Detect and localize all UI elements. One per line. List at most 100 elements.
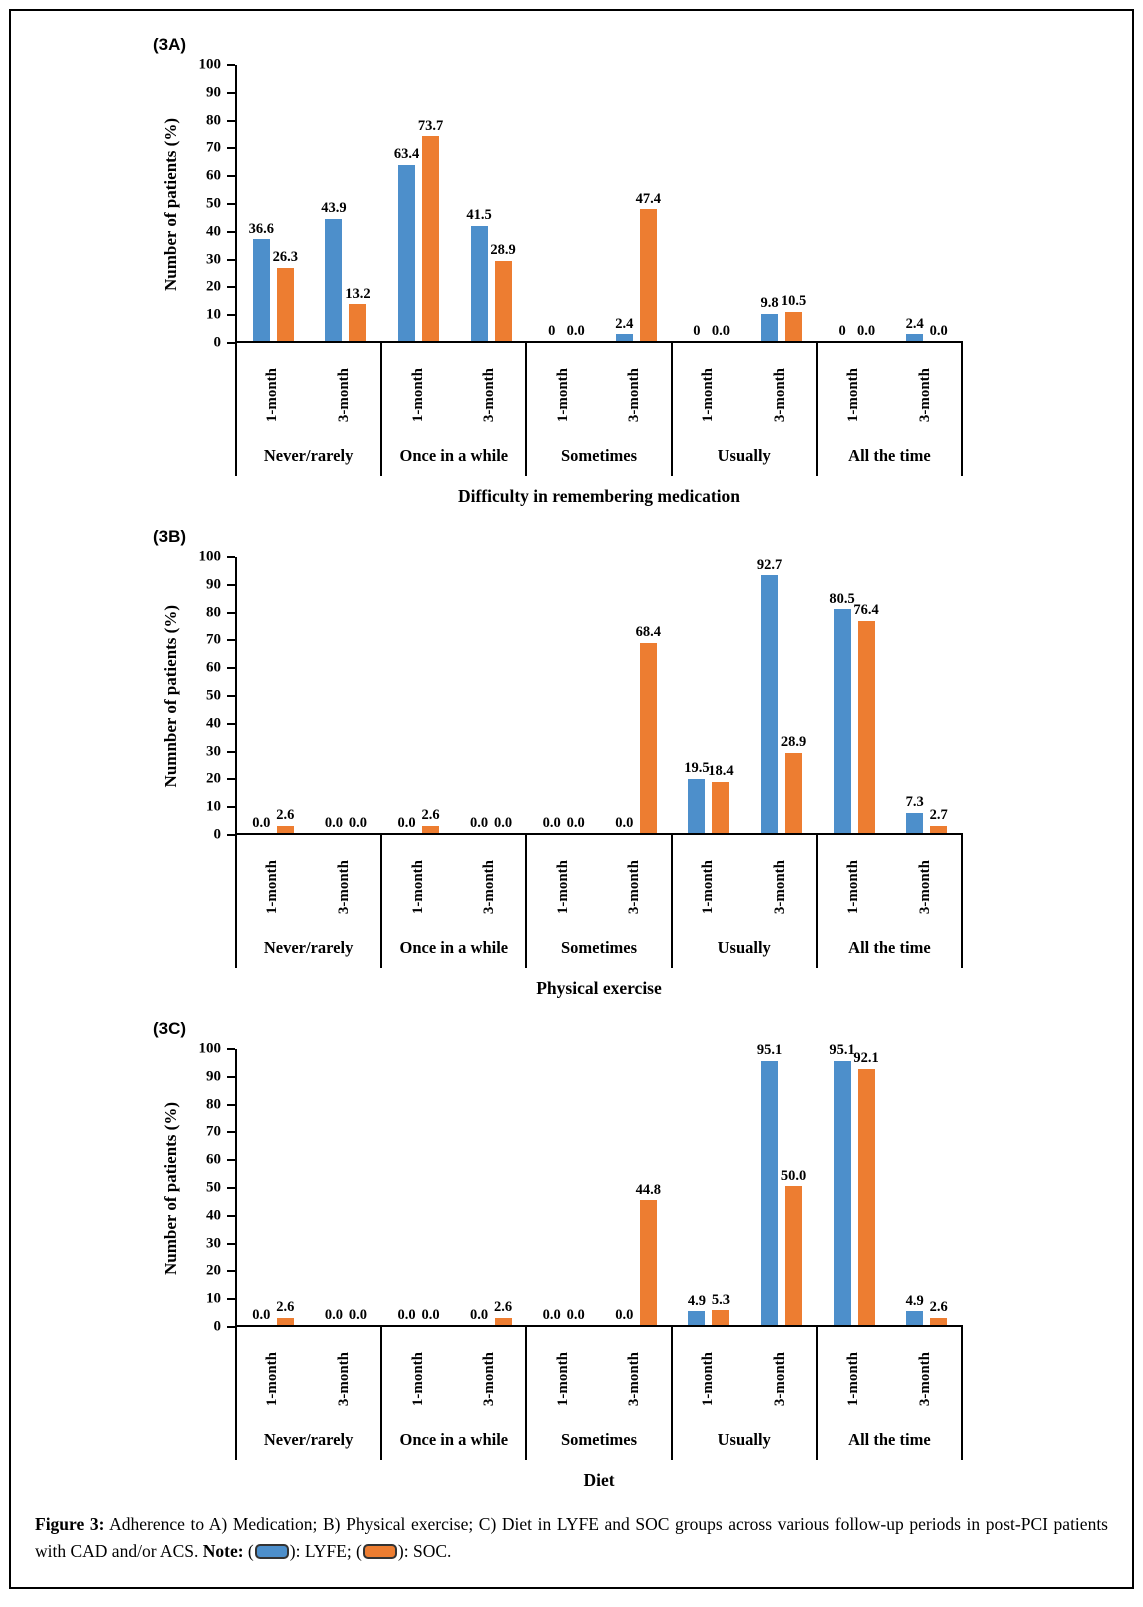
y-tick-mark [227,611,235,614]
bar-value-label: 2.6 [929,1299,948,1316]
period-label: 1-month [699,859,716,915]
period-cell: 3-month [309,839,381,935]
bar-value-label: 28.9 [780,734,807,751]
bar-value-label: 4.9 [905,1292,924,1309]
bar-group: 92.7 28.9 [745,557,818,833]
y-tick-label: 100 [198,548,222,565]
period-label: 1-month [845,859,862,915]
category-cell: 1-month 3-month Never/rarely [235,835,380,968]
bar-group: 0.0 44.8 [600,1049,673,1325]
y-axis-title-column: Number of patients (%) [151,65,191,343]
period-label: 3-month [916,367,933,423]
bar-group: 36.6 26.3 [237,65,310,341]
y-tick-label: 70 [206,139,221,156]
period-cell: 1-month [382,839,454,935]
bar-soc: 44.8 [636,1183,661,1325]
bar-value-label: 0.0 [470,814,489,831]
period-cell: 1-month [818,839,890,935]
y-tick-label: 50 [206,1179,221,1196]
category-label: Sometimes [560,1430,638,1449]
bar-value-label: 0.0 [324,814,343,831]
category-column: 80.5 76.4 7.3 2.7 [818,557,963,833]
bar-group: 0.0 0.0 [455,557,528,833]
bar-soc: 92.1 [853,1051,879,1325]
soc-legend-swatch [362,1544,397,1560]
y-tick-mark [227,1298,235,1301]
category-label: Sometimes [560,446,638,465]
bar-lyfe: 9.8 [760,296,779,341]
period-label: 3-month [916,1351,933,1407]
category-column: 19.5 18.4 92.7 28.9 [673,557,818,833]
bar-value-label: 47.4 [635,190,661,207]
y-tick-label: 80 [206,1096,221,1113]
category-label: Once in a while [399,1430,509,1449]
category-column: 0 0.0 2.4 0.0 [818,65,963,341]
period-label-row: 1-month 3-month [382,1327,525,1427]
category-label: Sometimes [560,938,638,957]
x-axis-labels: 1-month 3-month Never/rarely 1-month 3-month… [235,835,964,968]
period-cell: 1-month [527,347,599,443]
bar-value-label: 0 [693,322,701,339]
bar-value-label: 0.0 [397,1306,416,1323]
bar-lyfe: 63.4 [394,147,419,341]
period-label: 1-month [409,367,426,423]
bar-soc: 76.4 [853,603,879,833]
period-label: 1-month [409,1351,426,1407]
bar-value-label: 0.0 [615,814,634,831]
bar-value-label: 44.8 [635,1181,661,1198]
figure-caption: Figure 3: Adherence to A) Medication; B)… [35,1511,1108,1565]
bar-value-label: 5.3 [711,1291,730,1308]
period-label: 3-month [771,1351,788,1407]
bar-soc: 10.5 [781,294,806,341]
bar-group: 0.0 0.0 [382,1049,455,1325]
y-tick-mark [227,342,235,344]
bar-value-label: 0.0 [494,814,513,831]
period-label-row: 1-month 3-month [818,343,961,443]
caption-lyfe-text: ): LYFE; ( [289,1541,362,1562]
period-cell: 1-month [237,347,309,443]
period-label: 3-month [335,859,352,915]
x-axis-labels: 1-month 3-month Never/rarely 1-month 3-month… [235,343,964,476]
bar-value-label: 0.0 [252,814,271,831]
y-tick-mark [227,258,235,261]
caption-body: Adherence to A) Medication; B) Physical … [35,1514,1108,1562]
y-tick-label: 30 [206,743,221,760]
bar-value-label: 0.0 [542,1306,561,1323]
bar-value-label: 0.0 [542,814,561,831]
bar-value-label: 7.3 [905,794,924,811]
y-tick-mark [227,1214,235,1217]
bar-value-label: 0.0 [252,1306,271,1323]
bar-value-label: 2.4 [905,315,924,332]
period-cell: 3-month [889,839,961,935]
period-cell: 1-month [527,1331,599,1427]
y-tick-mark [227,556,235,558]
y-tick-label: 80 [206,112,221,129]
period-cell: 1-month [673,839,745,935]
bar-value-label: 0.0 [348,814,367,831]
category-label: Once in a while [399,446,509,465]
bar-lyfe: 92.7 [757,558,782,833]
y-tick-mark [227,286,235,289]
bar-value-label: 26.3 [272,249,298,266]
bar-lyfe: 41.5 [466,208,492,341]
y-tick-label: 20 [206,770,221,787]
category-label: Never/rarely [263,446,354,465]
category-label: All the time [848,446,931,465]
category-cell: 1-month 3-month Usually [670,1327,816,1460]
y-tick-mark [227,230,235,233]
category-label: All the time [848,938,931,957]
period-label: 3-month [626,367,643,423]
category-cell: 1-month 3-month Never/rarely [235,1327,380,1460]
bar-value-label: 0.0 [857,322,876,339]
bar-value-label: 36.6 [248,220,274,237]
period-cell: 3-month [744,347,816,443]
y-tick-label: 70 [206,631,221,648]
period-label: 1-month [554,1351,571,1407]
y-tick-mark [227,722,235,725]
y-tick-label: 50 [206,687,221,704]
y-tick-mark [227,806,235,809]
bar-value-label: 9.8 [760,295,779,312]
category-cell: 1-month 3-month Once in a while [380,1327,525,1460]
bar-lyfe: 7.3 [906,795,924,833]
period-cell: 3-month [454,839,526,935]
